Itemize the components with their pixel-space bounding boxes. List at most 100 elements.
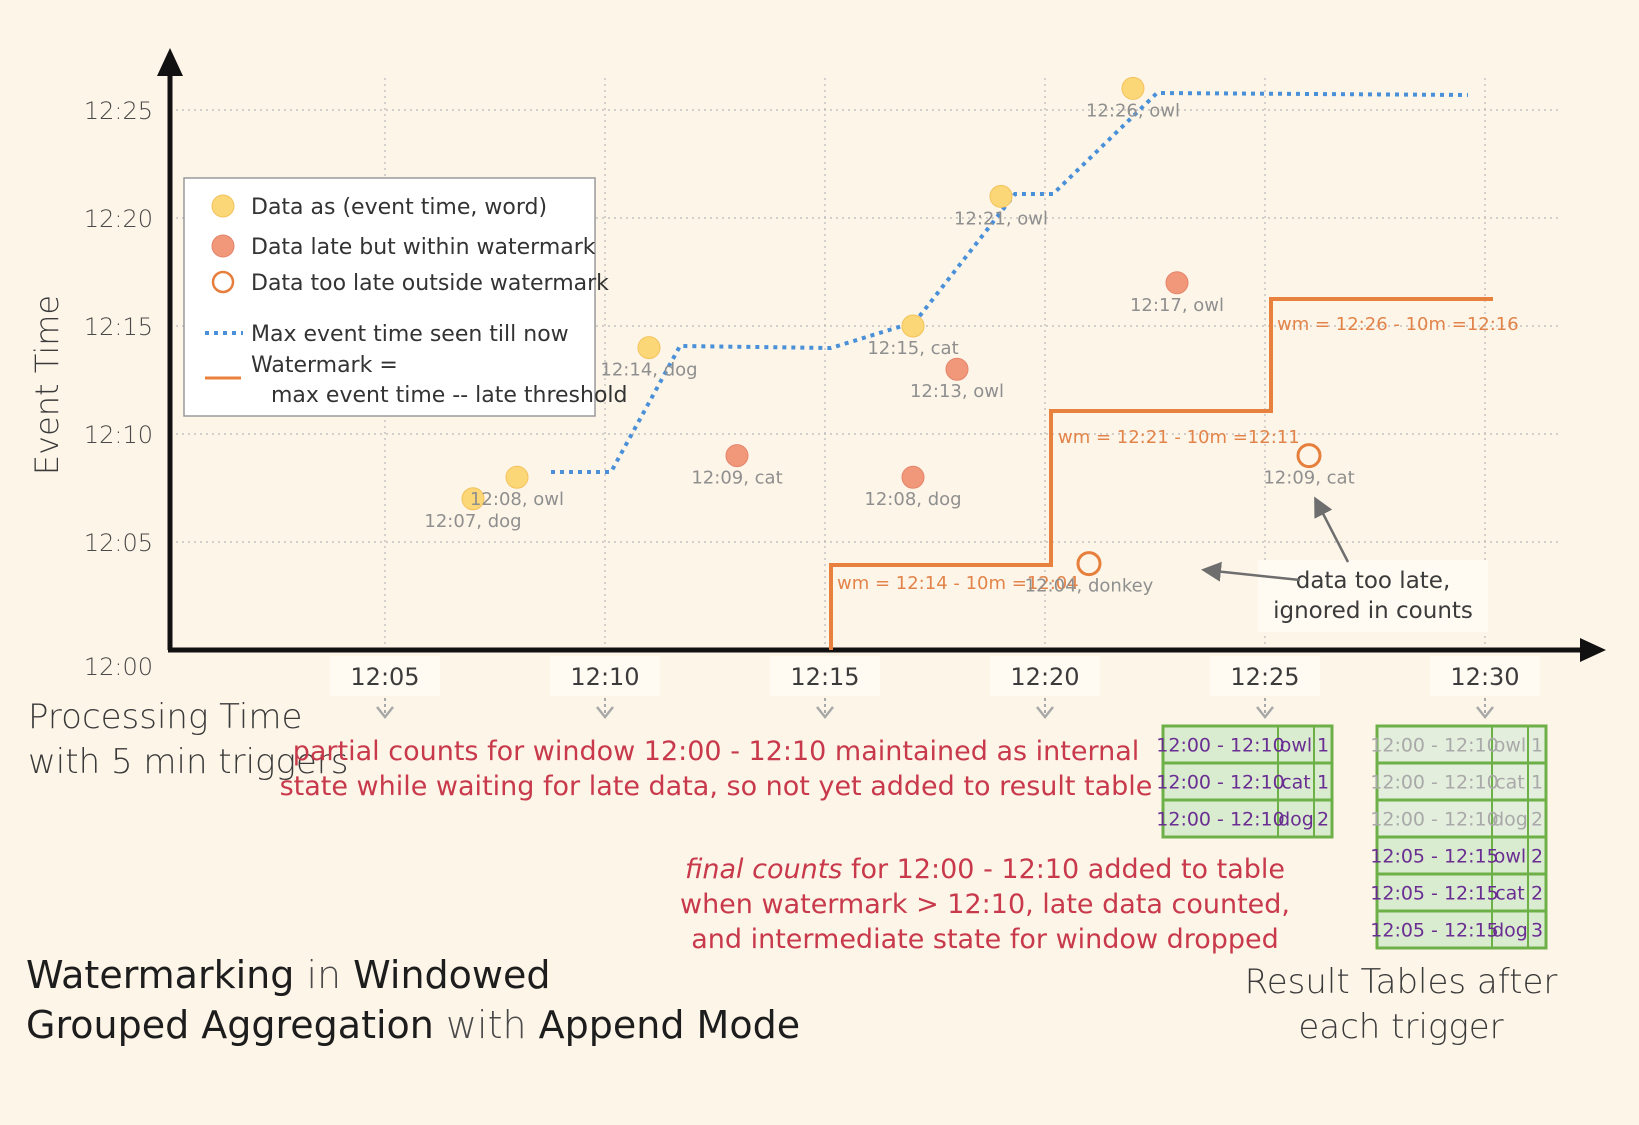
result-table-cell: 2 xyxy=(1531,846,1543,868)
title-word: Grouped Aggregation xyxy=(26,1003,434,1047)
x-axis-arrow-icon xyxy=(1580,638,1606,662)
result-table-cell: 12:00 - 12:10 xyxy=(1156,735,1284,757)
down-arrow-icon xyxy=(816,706,834,720)
x-tick-label: 12:30 xyxy=(1450,663,1519,691)
max-event-time-line xyxy=(551,90,1469,474)
arrow-to-cat xyxy=(1314,496,1350,563)
result-table-cell: 1 xyxy=(1531,735,1543,757)
data-point-late xyxy=(725,444,749,468)
data-point-label: 12:07, dog xyxy=(424,511,521,532)
x-tick-labels: 12:05 12:10 12:15 12:20 12:25 12:30 xyxy=(330,656,1540,720)
y-axis-arrow-icon xyxy=(157,48,183,76)
result-table-row xyxy=(1375,909,1548,950)
down-arrow-icon xyxy=(1476,706,1494,720)
x-tick-box xyxy=(1210,656,1320,696)
result-table-cell: 12:05 - 12:15 xyxy=(1370,920,1498,942)
result-table-cell: 3 xyxy=(1531,920,1543,942)
title-word: Watermarking xyxy=(26,953,294,997)
result-table-cell: 1 xyxy=(1531,772,1543,794)
note-box xyxy=(1258,560,1488,632)
result-table-cell: owl xyxy=(1494,846,1526,868)
result-table-row xyxy=(1161,724,1334,765)
data-point-label: 12:14, dog xyxy=(600,360,697,381)
result-table-cell: 12:00 - 12:10 xyxy=(1370,735,1498,757)
data-point-label: 12:17, owl xyxy=(1130,295,1224,316)
data-point-too-late xyxy=(1296,443,1322,469)
partial-counts-note-line2: state while waiting for late data, so no… xyxy=(280,771,1153,802)
x-tick-label: 12:20 xyxy=(1010,663,1079,691)
x-axis-label-line2: with 5 min triggers xyxy=(28,742,348,782)
x-tick-box xyxy=(770,656,880,696)
final-counts-rest: for 12:00 - 12:10 added to table xyxy=(842,854,1285,885)
x-axis-label-line1: Processing Time xyxy=(28,697,302,737)
title-word: in xyxy=(294,953,353,997)
result-table-row xyxy=(1161,798,1334,839)
watermark-label: wm = 12:14 - 10m =12:04 xyxy=(837,573,1079,594)
diagram-title-line1: Watermarking in Windowed xyxy=(26,953,551,997)
data-point-label: 12:26, owl xyxy=(1086,100,1180,121)
result-caption-line2: each trigger xyxy=(1298,1007,1503,1047)
y-tick-label: 12:15 xyxy=(84,313,153,341)
y-tick-label: 12:20 xyxy=(84,205,153,233)
watermark-label: wm = 12:26 - 10m =12:16 xyxy=(1277,314,1519,335)
legend-too-late-icon xyxy=(211,270,235,294)
title-word: with xyxy=(434,1003,539,1047)
legend-late-within-icon xyxy=(211,234,235,258)
data-point-label: 12:15, cat xyxy=(867,338,958,359)
title-word: Windowed xyxy=(353,953,550,997)
partial-counts-note-line1: partial counts for window 12:00 - 12:10 … xyxy=(293,736,1140,767)
result-caption-line1: Result Tables after xyxy=(1245,962,1558,1002)
x-tick-label: 12:10 xyxy=(570,663,639,691)
result-table-cell: cat xyxy=(1495,772,1525,794)
legend-late-within-label: Data late but within watermark xyxy=(251,235,596,260)
data-point-label: 12:21, owl xyxy=(954,208,1048,229)
too-late-note-line1: data too late, xyxy=(1296,568,1451,594)
final-counts-note-line2: when watermark > 12:10, late data counte… xyxy=(680,889,1290,920)
result-table-cell: cat xyxy=(1495,883,1525,905)
result-table-cell: dog xyxy=(1492,920,1528,942)
data-point-late xyxy=(901,465,925,489)
data-point-on-time xyxy=(505,465,529,489)
y-axis-label: Event Time xyxy=(28,295,66,475)
axes xyxy=(157,48,1606,662)
data-point-label: 12:08, owl xyxy=(470,489,564,510)
y-tick-label: 12:00 xyxy=(84,653,153,681)
data-point-on-time xyxy=(461,487,485,511)
y-tick-labels: 12:00 12:05 12:10 12:15 12:20 12:25 xyxy=(84,97,153,681)
too-late-note-line2: ignored in counts xyxy=(1273,598,1473,624)
data-point-late xyxy=(945,357,969,381)
result-table-cell: 2 xyxy=(1317,809,1329,831)
legend-max-event-label: Max event time seen till now xyxy=(251,322,569,347)
data-point-on-time xyxy=(989,184,1013,208)
legend: Data as (event time, word) Data late but… xyxy=(183,177,628,417)
result-table-row xyxy=(1375,798,1548,839)
data-point-on-time xyxy=(901,314,925,338)
y-tick-label: 12:25 xyxy=(84,97,153,125)
result-table-cell: 1 xyxy=(1317,735,1329,757)
x-tick-box xyxy=(1430,656,1540,696)
data-point-late xyxy=(1165,271,1189,295)
data-point-too-late xyxy=(1076,551,1102,577)
result-table-cell: 12:00 - 12:10 xyxy=(1370,772,1498,794)
result-table-row xyxy=(1375,724,1548,765)
x-tick-label: 12:15 xyxy=(790,663,859,691)
x-tick-box xyxy=(330,656,440,696)
arrow-to-donkey xyxy=(1201,561,1301,582)
result-table-cell: dog xyxy=(1492,809,1528,831)
data-point-label: 12:04, donkey xyxy=(1025,576,1154,597)
legend-watermark-label-line1: Watermark = xyxy=(251,353,398,378)
diagram-title-line2: Grouped Aggregation with Append Mode xyxy=(26,1003,800,1047)
result-table-cell: 12:00 - 12:10 xyxy=(1370,809,1498,831)
x-tick-box xyxy=(550,656,660,696)
legend-too-late-label: Data too late outside watermark xyxy=(251,271,609,296)
data-point-label: 12:09, cat xyxy=(1263,468,1354,489)
result-table-cell: owl xyxy=(1494,735,1526,757)
result-table-cell: dog xyxy=(1278,809,1314,831)
result-table-cell: 12:00 - 12:10 xyxy=(1156,772,1284,794)
result-table-cell: 1 xyxy=(1317,772,1329,794)
down-arrow-icon xyxy=(376,706,394,720)
